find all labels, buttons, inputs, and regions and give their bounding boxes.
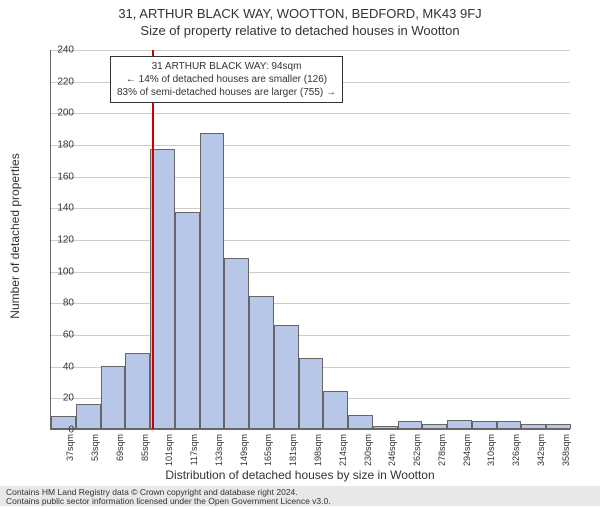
x-tick-label: 214sqm (338, 434, 348, 466)
gridline (51, 303, 570, 304)
x-tick-label: 37sqm (65, 434, 75, 461)
y-tick-label: 120 (57, 235, 74, 246)
y-tick-label: 20 (63, 393, 74, 404)
plot-area (50, 50, 570, 430)
y-tick-label: 60 (63, 330, 74, 341)
x-tick-label: 326sqm (511, 434, 521, 466)
histogram-bar (398, 421, 423, 429)
histogram-bar (76, 404, 101, 429)
annotation-line-3: 83% of semi-detached houses are larger (… (117, 86, 336, 99)
x-tick-label: 294sqm (462, 434, 472, 466)
x-tick-label: 310sqm (486, 434, 496, 466)
histogram-bar (101, 366, 126, 429)
histogram-bar (497, 421, 522, 429)
annotation-box: 31 ARTHUR BLACK WAY: 94sqm ← 14% of deta… (110, 56, 343, 103)
page-title-subtitle: Size of property relative to detached ho… (0, 23, 600, 38)
histogram-bar (224, 258, 249, 429)
reference-line (152, 50, 154, 429)
x-tick-label: 262sqm (412, 434, 422, 466)
gridline (51, 113, 570, 114)
y-tick-label: 180 (57, 140, 74, 151)
histogram-bar (472, 421, 497, 429)
gridline (51, 208, 570, 209)
y-tick-label: 40 (63, 361, 74, 372)
y-tick-label: 140 (57, 203, 74, 214)
histogram-bar (175, 212, 200, 429)
page-title-address: 31, ARTHUR BLACK WAY, WOOTTON, BEDFORD, … (0, 6, 600, 21)
y-tick-label: 100 (57, 266, 74, 277)
histogram-bar (249, 296, 274, 429)
y-tick-label: 160 (57, 171, 74, 182)
x-tick-label: 53sqm (90, 434, 100, 461)
x-tick-label: 198sqm (313, 434, 323, 466)
x-tick-label: 358sqm (561, 434, 571, 466)
x-axis-label: Distribution of detached houses by size … (0, 468, 600, 482)
gridline (51, 335, 570, 336)
x-tick-label: 165sqm (263, 434, 273, 466)
footer-attribution: Contains HM Land Registry data © Crown c… (0, 486, 600, 506)
gridline (51, 240, 570, 241)
x-tick-label: 342sqm (536, 434, 546, 466)
histogram-bar (323, 391, 348, 429)
gridline (51, 272, 570, 273)
x-tick-label: 149sqm (239, 434, 249, 466)
x-tick-label: 181sqm (288, 434, 298, 466)
x-tick-label: 85sqm (140, 434, 150, 461)
x-tick-label: 230sqm (363, 434, 373, 466)
x-tick-label: 278sqm (437, 434, 447, 466)
histogram-bar (373, 426, 398, 429)
y-tick-label: 200 (57, 108, 74, 119)
histogram-bar (125, 353, 150, 429)
y-tick-label: 80 (63, 298, 74, 309)
histogram-bar (200, 133, 225, 429)
footer-line-2: Contains public sector information licen… (6, 497, 594, 506)
x-tick-label: 69sqm (115, 434, 125, 461)
annotation-line-2: ← 14% of detached houses are smaller (12… (117, 73, 336, 86)
histogram-bar (274, 325, 299, 430)
y-tick-label: 240 (57, 45, 74, 56)
histogram-bar (348, 415, 373, 429)
x-tick-label: 133sqm (214, 434, 224, 466)
histogram-bar (150, 149, 175, 429)
x-tick-label: 117sqm (189, 434, 199, 465)
gridline (51, 50, 570, 51)
histogram-bar (546, 424, 571, 429)
x-tick-label: 246sqm (387, 434, 397, 466)
x-tick-label: 101sqm (164, 434, 174, 466)
y-tick-label: 220 (57, 76, 74, 87)
annotation-line-1: 31 ARTHUR BLACK WAY: 94sqm (117, 60, 336, 73)
histogram-bar (422, 424, 447, 429)
gridline (51, 177, 570, 178)
y-axis-label: Number of detached properties (8, 153, 22, 318)
gridline (51, 145, 570, 146)
histogram-bar (299, 358, 324, 429)
histogram-chart: 31 ARTHUR BLACK WAY: 94sqm ← 14% of deta… (50, 50, 570, 430)
histogram-bar (521, 424, 546, 429)
histogram-bar (447, 420, 472, 430)
